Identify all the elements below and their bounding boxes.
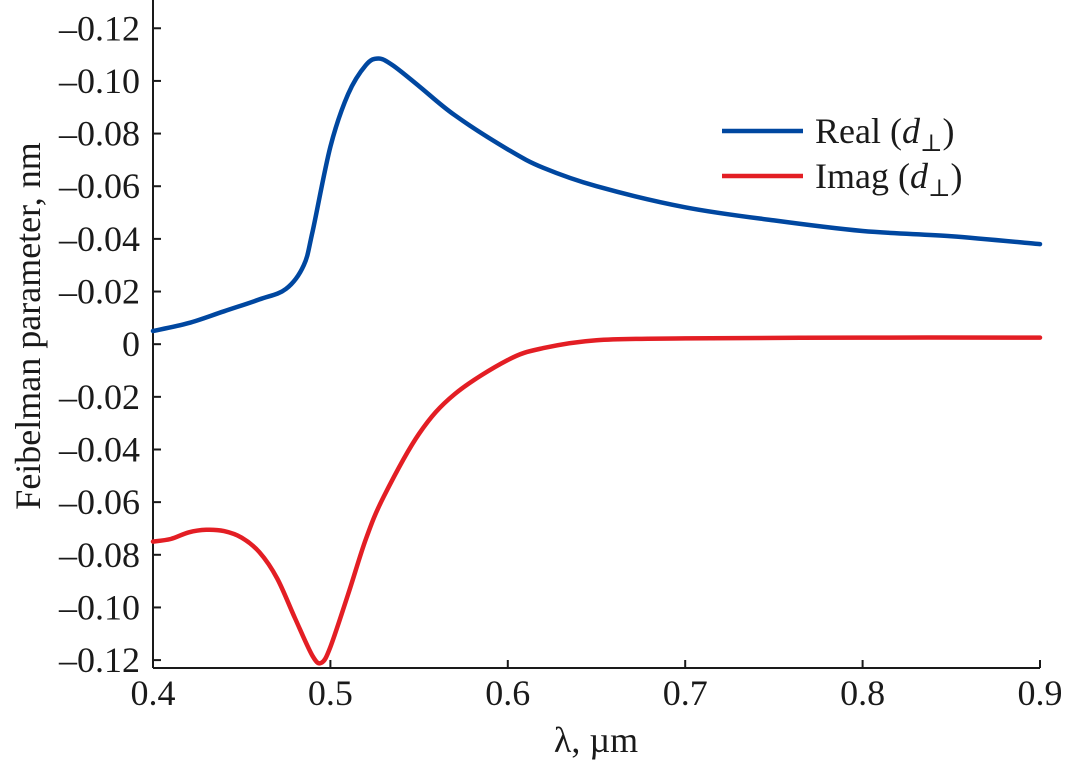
y-tick-label: –0.06: [58, 166, 140, 206]
series-layer: [150, 56, 1043, 666]
y-tick-label: –0.02: [58, 272, 140, 312]
y-tick-label: –0.08: [58, 535, 140, 575]
x-axis-ticks: 0.4 0.5 0.6 0.7 0.8 0.9: [131, 660, 1063, 713]
y-tick-label: –0.08: [58, 114, 140, 154]
legend-label-real: Real (d⊥): [815, 111, 955, 157]
y-tick-label: –0.02: [58, 377, 140, 417]
series-line-real: [150, 56, 1043, 334]
x-tick-label: 0.4: [131, 673, 176, 713]
x-tick-label: 0.5: [308, 673, 353, 713]
y-tick-label: –0.12: [58, 8, 140, 48]
y-tick-label: –0.04: [58, 429, 140, 469]
x-tick-label: 0.7: [663, 673, 708, 713]
legend: Real (d⊥)Imag (d⊥): [722, 111, 963, 202]
y-tick-label: –0.04: [58, 219, 140, 259]
x-tick-label: 0.9: [1018, 673, 1063, 713]
y-tick-label: –0.12: [58, 640, 140, 680]
x-tick-label: 0.8: [840, 673, 885, 713]
y-tick-label: –0.10: [58, 587, 140, 627]
y-tick-label: –0.10: [58, 61, 140, 101]
y-axis-title: Feibelman parameter, nm: [8, 142, 48, 509]
axes: [152, 0, 1040, 669]
x-tick-label: 0.6: [485, 673, 530, 713]
x-axis-title: λ, µm: [554, 720, 638, 760]
y-tick-label: –0.06: [58, 482, 140, 522]
legend-label-imag: Imag (d⊥): [815, 156, 963, 202]
series-line-imag: [150, 335, 1043, 666]
y-axis-ticks: –0.12 –0.10 –0.08 –0.06 –0.04 –0.02 0 –0.02 –0.0…: [58, 8, 161, 680]
y-tick-label: 0: [122, 324, 140, 364]
